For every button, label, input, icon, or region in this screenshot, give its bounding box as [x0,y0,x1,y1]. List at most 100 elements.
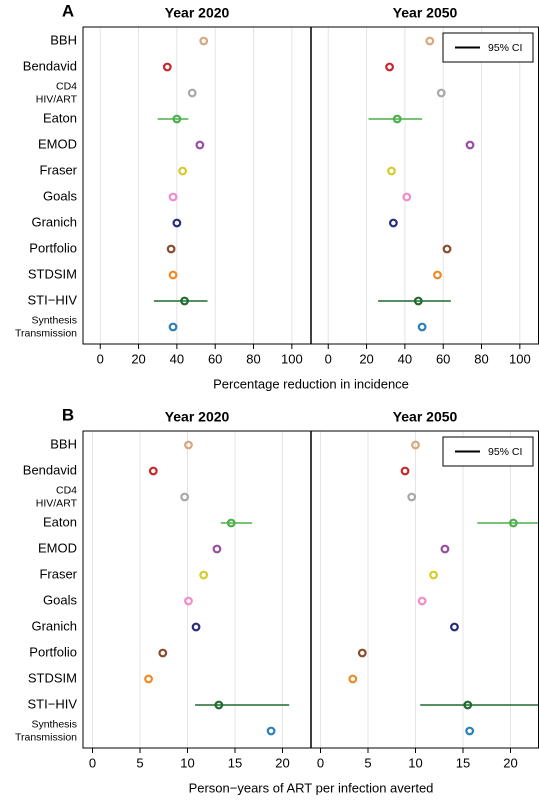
category-label: Granich [31,214,77,229]
point [392,114,402,124]
category-label: STDSIM [28,266,77,281]
point [417,322,427,332]
x-tick-label: 100 [509,351,531,366]
facet-title: Year 2020 [165,5,230,21]
facet-plot [348,440,539,736]
category-label: Synthesis [31,314,77,326]
category-label: BBH [50,32,77,47]
panel-letter: A [62,1,74,20]
point [433,270,442,280]
facet-title: Year 2050 [393,409,458,425]
facet-title: Year 2020 [165,409,230,425]
x-tick-label: 10 [408,755,422,770]
point [226,518,236,528]
point [168,270,178,280]
point [266,726,276,736]
point [144,674,153,684]
category-label: Portfolio [29,644,77,659]
point [465,726,475,736]
x-tick-label: 15 [228,755,242,770]
point [417,596,427,606]
point [425,36,435,46]
category-label: BBH [50,436,77,451]
legend-label: 95% CI [488,42,522,54]
category-label: Synthesis [31,718,77,730]
category-label: STI−HIV [28,292,78,307]
point [465,140,475,150]
category-label: Fraser [39,566,77,581]
facet-plot [144,440,290,736]
point [388,218,398,228]
category-label: Eaton [43,514,77,529]
x-tick-label: 100 [281,351,303,366]
category-label: CD4 [56,484,77,496]
x-tick-label: 80 [474,351,488,366]
category-label: EMOD [38,136,77,151]
category-label: HIV/ART [36,93,78,105]
point [436,88,446,98]
point [411,440,420,450]
x-tick-label: 40 [170,351,184,366]
point [199,570,209,580]
x-tick-label: 20 [131,351,145,366]
x-tick-label: 5 [136,755,143,770]
point [180,296,189,306]
x-tick-label: 5 [364,755,371,770]
category-label: Granich [31,618,77,633]
category-label: STDSIM [28,670,77,685]
legend-box [442,32,534,63]
x-tick-label: 60 [208,351,222,366]
point [166,244,176,254]
category-label: Transmission [15,731,77,743]
point [440,544,450,554]
point [442,244,452,254]
point [172,218,182,228]
point [184,440,193,450]
point [184,596,193,606]
point [187,88,197,98]
point [212,544,222,554]
category-label: Portfolio [29,240,77,255]
point [180,492,190,502]
x-tick-label: 20 [503,755,517,770]
x-tick-label: 0 [317,755,324,770]
facet-plot [153,36,209,332]
point [168,192,178,202]
category-label: Bendavid [23,58,77,73]
category-label: Goals [43,188,77,203]
point [195,140,205,150]
point [508,518,518,528]
point [168,322,178,332]
x-tick-label: 80 [246,351,260,366]
x-tick-label: 20 [275,755,289,770]
category-label: EMOD [38,540,77,555]
x-tick-label: 15 [456,755,470,770]
point [191,622,201,632]
point [402,192,412,202]
facet-plot [368,36,475,332]
x-tick-label: 0 [97,351,104,366]
category-label: Goals [43,592,77,607]
legend-label: 95% CI [488,446,522,458]
category-label: Eaton [43,110,77,125]
x-tick-label: 0 [325,351,332,366]
point [199,36,209,46]
category-label: Bendavid [23,462,77,477]
category-label: Fraser [39,162,77,177]
category-label: HIV/ART [36,497,78,509]
point [400,466,410,476]
x-tick-label: 60 [436,351,450,366]
category-label: STI−HIV [28,696,78,711]
point [172,114,182,124]
x-tick-label: 20 [359,351,373,366]
point [178,166,188,176]
point [214,700,224,710]
point [348,674,358,684]
point [162,62,172,72]
point [429,570,438,580]
point [413,296,423,306]
facet-title: Year 2050 [393,5,458,21]
point [385,62,394,72]
panel-letter: B [62,405,74,424]
